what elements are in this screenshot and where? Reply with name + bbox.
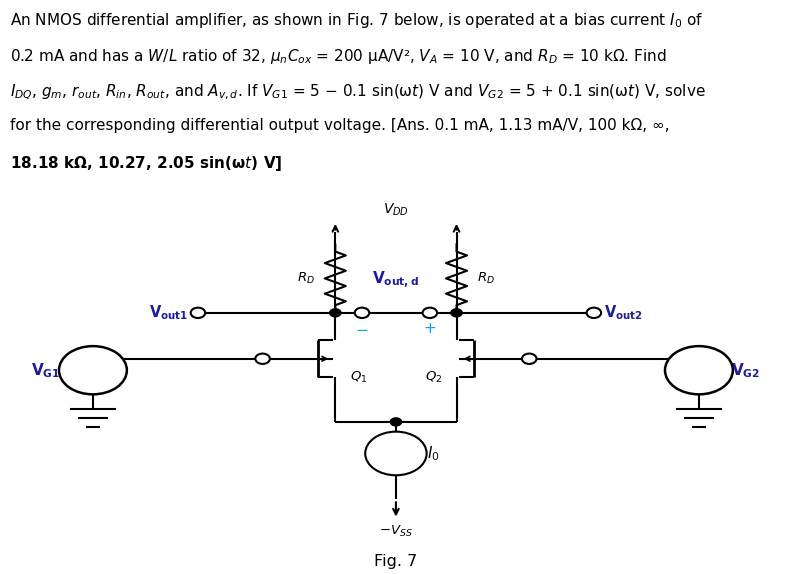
Text: $\mathbf{V_{out2}}$: $\mathbf{V_{out2}}$: [604, 304, 642, 322]
Text: $\mathbf{V_{G2}}$: $\mathbf{V_{G2}}$: [731, 361, 760, 379]
Text: $-$: $-$: [692, 370, 705, 385]
Text: $Q_1$: $Q_1$: [350, 370, 368, 385]
Circle shape: [390, 418, 402, 426]
Circle shape: [330, 309, 341, 317]
Circle shape: [587, 308, 601, 318]
Text: $Q_2$: $Q_2$: [425, 370, 442, 385]
Text: $+$: $+$: [693, 357, 705, 370]
Text: $-$: $-$: [86, 370, 99, 385]
Circle shape: [451, 309, 462, 317]
Circle shape: [191, 308, 205, 318]
Text: $\mathbf{V_{G1}}$: $\mathbf{V_{G1}}$: [32, 361, 61, 379]
Text: $-$: $-$: [356, 321, 368, 336]
Text: An NMOS differential amplifier, as shown in Fig. 7 below, is operated at a bias : An NMOS differential amplifier, as shown…: [10, 11, 703, 30]
Text: $+$: $+$: [423, 321, 436, 336]
Text: $\mathbf{V_{out,d}}$: $\mathbf{V_{out,d}}$: [372, 270, 419, 291]
Text: $-V_{SS}$: $-V_{SS}$: [379, 524, 413, 539]
Text: $+$: $+$: [87, 357, 99, 370]
Text: for the corresponding differential output voltage. [Ans. 0.1 mA, 1.13 mA/V, 100 : for the corresponding differential outpu…: [10, 118, 669, 133]
Text: $R_D$: $R_D$: [477, 271, 494, 286]
Circle shape: [355, 308, 369, 318]
Text: Fig. 7: Fig. 7: [374, 554, 418, 569]
Circle shape: [255, 354, 270, 364]
Text: 18.18 kΩ, 10.27, 2.05 sin(ω$t$) V]: 18.18 kΩ, 10.27, 2.05 sin(ω$t$) V]: [10, 154, 282, 173]
Text: $R_D$: $R_D$: [297, 271, 315, 286]
Circle shape: [665, 346, 733, 394]
Circle shape: [423, 308, 437, 318]
Text: $I_{DQ}$, $g_m$, $r_{out}$, $R_{in}$, $R_{out}$, and $A_{v,d}$. If $V_{G1}$ = 5 : $I_{DQ}$, $g_m$, $r_{out}$, $R_{in}$, $R…: [10, 83, 705, 102]
Text: $V_{DD}$: $V_{DD}$: [383, 201, 409, 218]
Text: $\mathit{I}_0$: $\mathit{I}_0$: [427, 444, 440, 463]
Text: 0.2 mA and has a $\mathit{W/L}$ ratio of 32, $\mu_nC_{ox}$ = 200 μA/V², $V_A$ = : 0.2 mA and has a $\mathit{W/L}$ ratio of…: [10, 47, 667, 66]
Text: $\mathbf{V_{out1}}$: $\mathbf{V_{out1}}$: [149, 304, 188, 322]
Circle shape: [522, 354, 537, 364]
Circle shape: [365, 432, 427, 475]
Circle shape: [59, 346, 127, 394]
